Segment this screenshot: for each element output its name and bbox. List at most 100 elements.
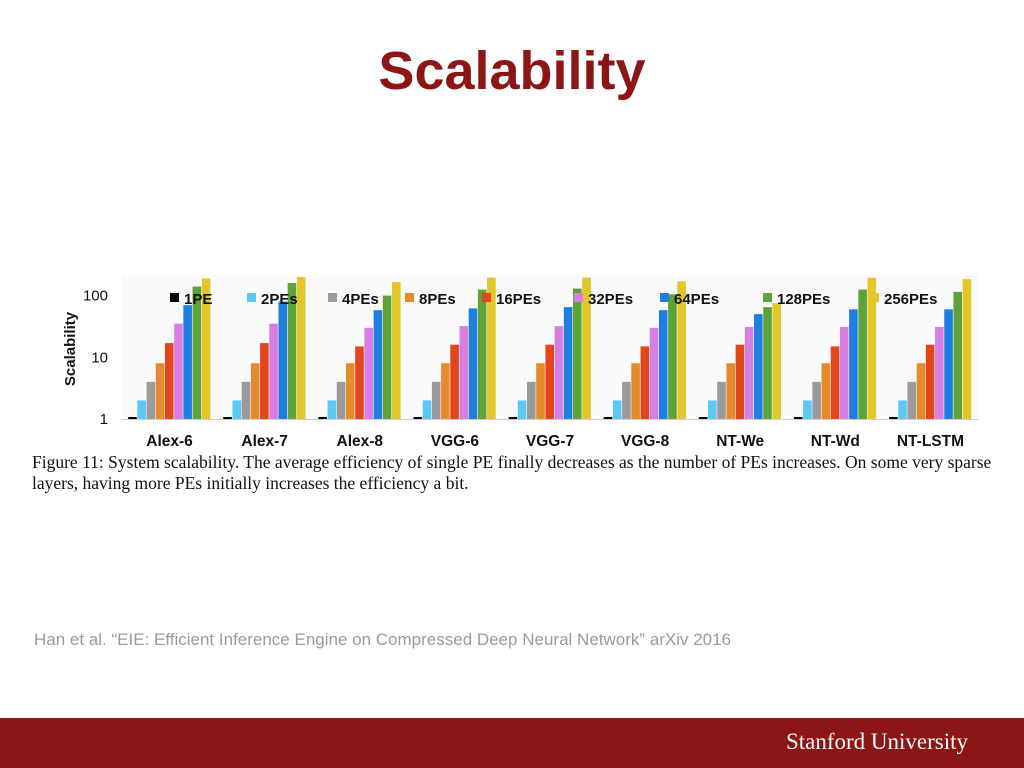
x-tick-label: Alex-7 — [241, 433, 288, 450]
bar-64PEs-Alex-8 — [373, 310, 383, 419]
bar-256PEs-VGG-6 — [487, 277, 496, 419]
bar-256PEs-VGG-8 — [677, 281, 686, 419]
bar-16PEs-NT-LSTM — [925, 344, 935, 419]
x-tick-label: NT-LSTM — [897, 433, 964, 450]
bar-8PEs-Alex-6 — [155, 363, 165, 419]
bar-256PEs-Alex-7 — [296, 277, 306, 419]
legend-swatch-64PEs — [660, 293, 669, 302]
bar-16PEs-Alex-6 — [164, 343, 174, 419]
bar-256PEs-VGG-7 — [582, 277, 591, 419]
bar-256PEs-Alex-6 — [201, 278, 211, 419]
bar-8PEs-Alex-7 — [250, 363, 260, 419]
figure-caption: Figure 11: System scalability. The avera… — [32, 452, 992, 493]
bar-4PEs-VGG-6 — [431, 381, 441, 419]
bar-1PE-Alex-8 — [318, 417, 327, 419]
bar-256PEs-NT-Wd — [867, 277, 877, 419]
x-tick-label: NT-We — [716, 433, 764, 450]
legend-label-8PEs: 8PEs — [419, 291, 456, 308]
bar-8PEs-VGG-7 — [536, 363, 545, 419]
bar-32PEs-VGG-8 — [649, 327, 659, 419]
legend-label-1PE: 1PE — [184, 291, 212, 308]
bar-4PEs-NT-We — [717, 381, 726, 419]
bar-32PEs-NT-LSTM — [935, 326, 944, 419]
bar-4PEs-VGG-8 — [622, 381, 631, 419]
legend-swatch-256PEs — [870, 293, 879, 302]
bar-32PEs-NT-Wd — [839, 326, 849, 419]
bar-64PEs-VGG-6 — [468, 308, 478, 419]
bar-1PE-VGG-8 — [603, 417, 613, 419]
bar-2PEs-VGG-6 — [422, 400, 432, 419]
bar-16PEs-Alex-8 — [355, 346, 364, 419]
bar-8PEs-NT-Wd — [821, 363, 831, 419]
legend-swatch-16PEs — [482, 293, 491, 302]
legend-swatch-1PE — [170, 293, 179, 302]
bar-1PE-VGG-7 — [508, 417, 518, 419]
bar-1PE-NT-We — [698, 417, 708, 419]
x-tick-label: Alex-8 — [337, 433, 384, 450]
bar-4PEs-Alex-8 — [336, 381, 346, 419]
bar-16PEs-VGG-6 — [450, 344, 459, 419]
bar-4PEs-NT-Wd — [812, 381, 821, 419]
bar-256PEs-NT-LSTM — [962, 279, 972, 419]
bar-1PE-Alex-7 — [223, 417, 232, 419]
bar-64PEs-VGG-7 — [563, 307, 573, 419]
bar-128PEs-Alex-7 — [287, 282, 297, 419]
bar-128PEs-VGG-6 — [477, 289, 487, 419]
slide-title: Scalability — [378, 41, 646, 101]
legend-swatch-4PEs — [328, 293, 337, 302]
bar-64PEs-VGG-8 — [658, 310, 668, 419]
bar-32PEs-Alex-6 — [174, 323, 183, 419]
bar-128PEs-Alex-6 — [192, 286, 202, 419]
bar-2PEs-NT-We — [708, 400, 717, 419]
bar-128PEs-NT-We — [763, 307, 772, 419]
bar-2PEs-NT-LSTM — [898, 400, 907, 419]
bar-256PEs-Alex-8 — [391, 282, 401, 419]
bar-8PEs-VGG-8 — [631, 363, 640, 419]
bar-2PEs-Alex-7 — [232, 400, 242, 419]
bar-64PEs-NT-Wd — [849, 309, 858, 419]
legend-swatch-8PEs — [405, 293, 414, 302]
chart-svg: Scalability 1 10 100 Alex-6 Alex-7 Alex-8 VGG-6… — [62, 275, 978, 450]
bar-128PEs-NT-LSTM — [953, 291, 963, 419]
bar-4PEs-Alex-6 — [146, 381, 156, 419]
bar-4PEs-VGG-7 — [527, 381, 536, 419]
bar-8PEs-Alex-8 — [345, 363, 355, 419]
x-tick-label: VGG-6 — [431, 433, 480, 450]
bar-2PEs-VGG-7 — [517, 400, 527, 419]
bar-16PEs-NT-We — [735, 344, 745, 419]
bar-16PEs-NT-Wd — [830, 346, 840, 419]
bar-4PEs-Alex-7 — [241, 381, 251, 419]
x-tick-label: Alex-6 — [146, 433, 193, 450]
legend-swatch-2PEs — [247, 293, 256, 302]
bar-1PE-NT-Wd — [793, 417, 803, 419]
bar-2PEs-NT-Wd — [803, 400, 812, 419]
legend-swatch-128PEs — [763, 293, 772, 302]
bar-64PEs-Alex-6 — [183, 305, 192, 419]
y-axis-label: Scalability — [62, 311, 79, 386]
bar-128PEs-VGG-8 — [668, 294, 677, 419]
bar-32PEs-VGG-6 — [459, 326, 469, 419]
legend-swatch-32PEs — [574, 293, 583, 302]
bar-32PEs-NT-We — [744, 326, 754, 419]
bar-128PEs-Alex-8 — [382, 295, 392, 419]
footer-bar: Stanford University — [0, 718, 1024, 768]
bar-8PEs-VGG-6 — [441, 363, 450, 419]
bar-128PEs-NT-Wd — [858, 289, 867, 419]
x-tick-label: VGG-7 — [526, 433, 574, 450]
bar-64PEs-NT-We — [754, 314, 763, 419]
y-tick-label: 100 — [83, 288, 108, 305]
bar-32PEs-Alex-8 — [364, 327, 373, 419]
bar-2PEs-VGG-8 — [612, 400, 622, 419]
bar-16PEs-VGG-8 — [640, 346, 650, 419]
bar-2PEs-Alex-6 — [137, 400, 146, 419]
legend-label-2PEs: 2PEs — [261, 291, 298, 308]
bar-128PEs-VGG-7 — [573, 288, 582, 419]
citation: Han et al. “EIE: Efficient Inference Eng… — [34, 630, 732, 649]
x-tick-label: VGG-8 — [621, 433, 670, 450]
bar-8PEs-NT-LSTM — [916, 363, 926, 419]
y-tick-label: 10 — [91, 349, 108, 366]
bar-32PEs-VGG-7 — [554, 326, 564, 419]
bar-4PEs-NT-LSTM — [907, 381, 917, 419]
scalability-chart: Scalability 1 10 100 Alex-6 Alex-7 Alex-8 VGG-6… — [30, 275, 990, 455]
x-tick-label: NT-Wd — [811, 433, 860, 450]
